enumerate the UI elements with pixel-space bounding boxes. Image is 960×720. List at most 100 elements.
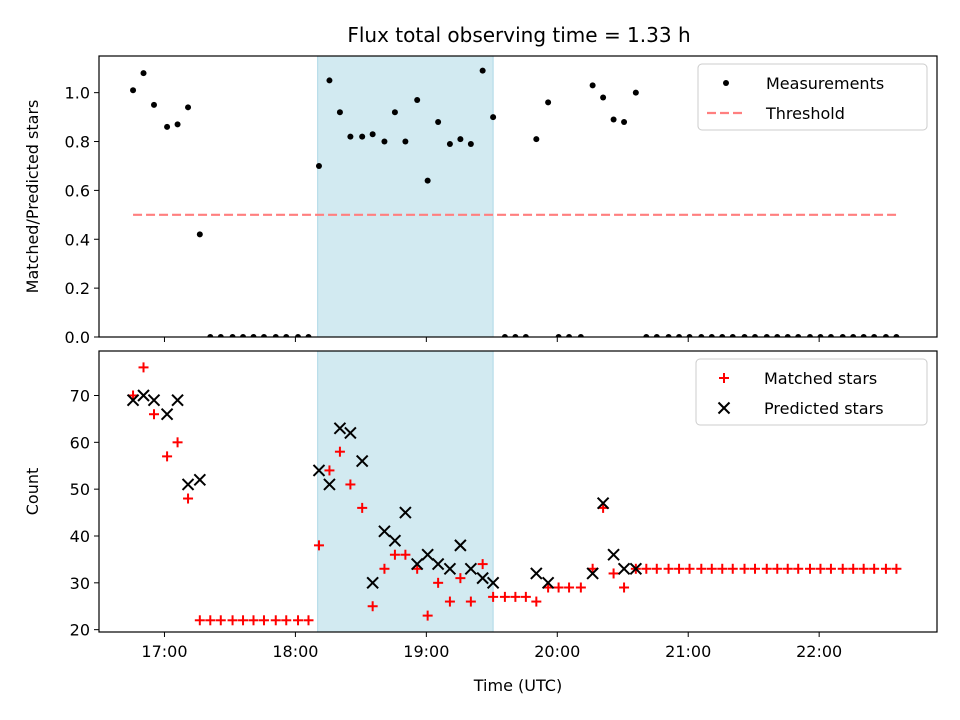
predicted-star-point [421, 548, 434, 561]
measurement-point [295, 334, 302, 337]
y-tick-label: 0.2 [65, 279, 90, 298]
predicted-star-point [629, 562, 643, 575]
matched-star-point [465, 596, 476, 607]
measurement-point [315, 162, 322, 169]
measurement-point [229, 334, 236, 337]
y-tick-label: 0.8 [65, 133, 90, 152]
predicted-star-point [607, 548, 620, 561]
measurement-point [501, 334, 508, 337]
matched-star-point [281, 615, 292, 626]
predicted-star-point [171, 393, 184, 407]
matched-star-point [345, 479, 356, 490]
predicted-star-point [486, 576, 500, 590]
matched-star-point [367, 601, 378, 612]
predicted-star-point [476, 571, 489, 585]
matched-star-point [379, 563, 390, 574]
chart-title: Flux total observing time = 1.33 h [347, 23, 690, 47]
measurement-point [130, 87, 137, 94]
measurement-point [435, 118, 442, 125]
matched-star-point [804, 563, 815, 574]
legend-entry-label: Measurements [766, 74, 884, 93]
y-tick-label: 1.0 [65, 84, 90, 103]
x-axis-label: Time (UTC) [473, 676, 562, 695]
matched-star-point [772, 563, 783, 574]
x-tick-label: 19:00 [403, 642, 449, 661]
predicted-star-point [617, 562, 631, 575]
plot-area [130, 67, 900, 337]
measurement-point [751, 334, 758, 337]
legend-box [697, 63, 928, 131]
predicted-star-point [355, 454, 369, 468]
matched-star-point [891, 563, 902, 574]
measurement-point [871, 334, 878, 337]
matched-star-point [400, 549, 411, 560]
matched-star-point [433, 577, 444, 588]
measurement-point [391, 109, 398, 116]
measurement-point [643, 334, 650, 337]
matched-star-point [880, 563, 891, 574]
x-tick-label: 20:00 [534, 642, 580, 661]
predicted-star-point [464, 562, 478, 575]
matched-star-point [227, 615, 238, 626]
matched-star-point [674, 563, 685, 574]
predicted-star-point [443, 562, 457, 575]
predicted-star-point [137, 389, 150, 402]
measurement-point [240, 334, 247, 337]
measurement-point [164, 123, 171, 130]
matched-star-point [194, 615, 205, 626]
measurement-point [729, 334, 736, 337]
measurement-point [774, 334, 781, 337]
measurement-point [610, 116, 617, 123]
matched-star-point [215, 615, 226, 626]
measurement-point [719, 334, 726, 337]
measurement-point [577, 334, 584, 337]
measurement-point [446, 140, 453, 147]
matched-star-point [389, 549, 400, 560]
measurement-point [207, 334, 214, 337]
predicted-star-point [323, 478, 336, 491]
measurement-point [795, 334, 802, 337]
matched-star-point [455, 573, 466, 584]
measurement-point [512, 334, 519, 337]
measurement-point [741, 334, 748, 337]
matched-star-point [749, 563, 760, 574]
legend: Measurements Threshold [697, 63, 928, 131]
measurement-point [882, 334, 889, 337]
y-tick-label: 20 [70, 621, 90, 640]
predicted-star-point [454, 539, 467, 552]
matched-star-point [488, 591, 499, 602]
measurement-point [589, 82, 596, 89]
matched-star-point [183, 493, 194, 504]
legend-predicted-marker [717, 401, 731, 415]
measurement-point [260, 334, 267, 337]
measurement-point [708, 334, 715, 337]
measurement-point [250, 334, 257, 337]
measurement-point [653, 334, 660, 337]
measurement-point [479, 67, 486, 74]
y-tick-label: 60 [70, 433, 90, 452]
legend-measurement-marker [723, 80, 729, 86]
matched-star-point [641, 563, 652, 574]
predicted-star-point [431, 557, 445, 571]
matched-star-point [324, 465, 335, 476]
matched-star-point [825, 563, 836, 574]
predicted-star-point [333, 422, 347, 435]
matched-star-point [162, 451, 173, 462]
predicted-star-point [181, 478, 195, 491]
matched-star-point [869, 563, 880, 574]
x-tick-label: 21:00 [665, 642, 711, 661]
measurement-point [686, 334, 693, 337]
predicted-star-point [193, 473, 207, 486]
matched-star-point [531, 596, 542, 607]
measurement-point [196, 231, 203, 238]
y-tick-label: 50 [70, 480, 90, 499]
predicted-star-point [530, 567, 543, 580]
x-tick-label: 22:00 [796, 642, 842, 661]
measurement-point [806, 334, 813, 337]
matched-star-point [238, 615, 249, 626]
measurement-point [784, 334, 791, 337]
measurement-point [545, 99, 552, 106]
measurement-point [600, 94, 607, 101]
measurement-point [621, 118, 628, 125]
measurement-point [185, 104, 192, 111]
